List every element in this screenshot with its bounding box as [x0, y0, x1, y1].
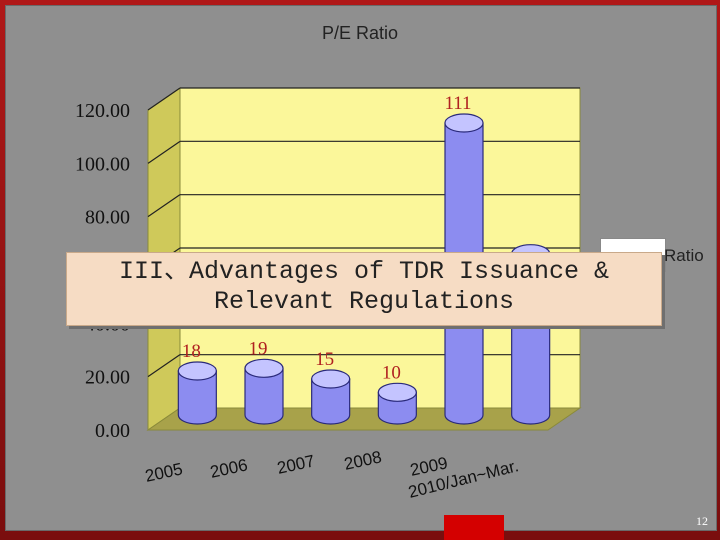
bar [177, 361, 217, 425]
gridline-side [147, 140, 181, 164]
page-number: 12 [696, 514, 708, 528]
gridline-side [147, 194, 181, 218]
x-tick-label: 2006 [208, 455, 249, 481]
bar [377, 382, 417, 425]
bar-body [177, 370, 217, 425]
y-tick-label: 20.00 [85, 367, 130, 389]
bar [244, 358, 284, 425]
y-tick-label: 120.00 [75, 100, 130, 122]
y-tick-label: 0.00 [95, 420, 130, 442]
y-tick-label: 100.00 [75, 153, 130, 175]
bar-top [377, 382, 417, 402]
bar-top [444, 113, 484, 133]
gridline-side [147, 87, 181, 111]
x-tick-label: 2005 [143, 459, 184, 485]
legend-label: Ratio [664, 246, 704, 265]
bar-top [177, 361, 217, 381]
x-tick-label: 2007 [275, 451, 316, 477]
section-banner: III、Advantages of TDR Issuance & Relevan… [66, 252, 662, 326]
data-label: 111 [444, 93, 471, 114]
data-label: 15 [315, 349, 334, 370]
data-label: 18 [182, 341, 201, 362]
bar-top [311, 369, 351, 389]
section-title: III、Advantages of TDR Issuance & Relevan… [118, 257, 610, 316]
bar-top [244, 358, 284, 378]
gridline-side [147, 354, 181, 378]
y-tick-label: 80.00 [85, 207, 130, 229]
chart-title: P/E Ratio [322, 23, 398, 43]
bar-body [311, 378, 351, 425]
bar-body [244, 367, 284, 425]
data-label: 10 [382, 362, 401, 383]
data-label: 19 [249, 338, 268, 359]
bar [311, 369, 351, 425]
footer-red-tab [444, 515, 504, 540]
x-tick-label: 2008 [342, 447, 383, 473]
